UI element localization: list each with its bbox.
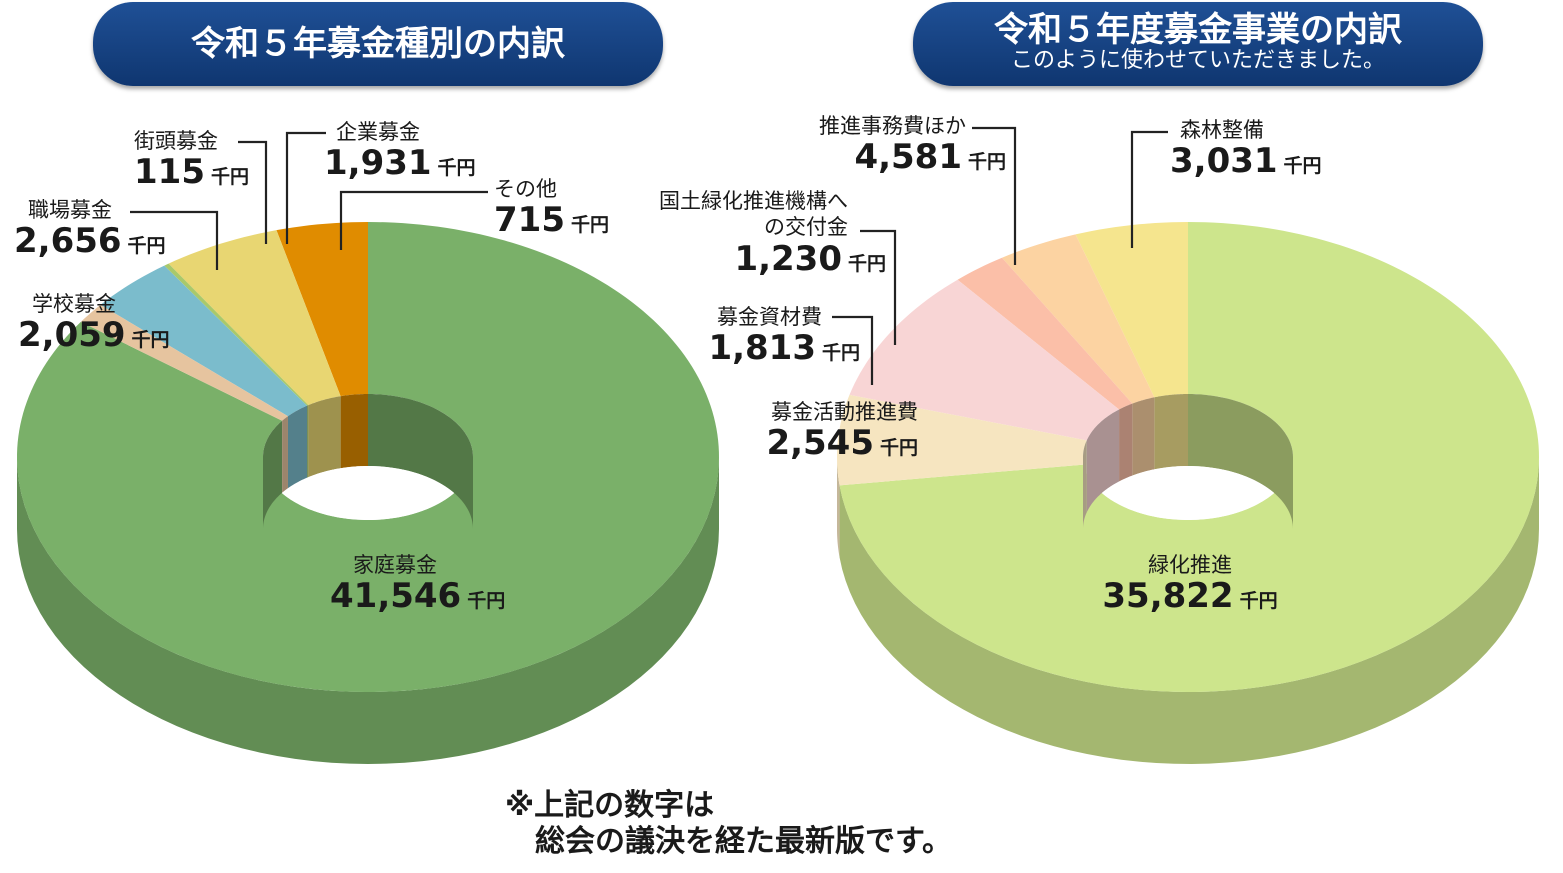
slice-label-katei: 家庭募金 41,546 千円	[330, 553, 505, 620]
leader-line-shinrin	[1130, 130, 1168, 248]
slice-label-kigyo: 企業募金 1,931 千円	[324, 120, 476, 187]
slice-unit: 千円	[210, 166, 249, 188]
slice-unit: 千円	[879, 437, 918, 459]
slice-unit: 千円	[1283, 155, 1322, 177]
leader-line-gaito	[238, 140, 268, 244]
slice-side-wall	[17, 457, 719, 764]
slice-label-katsudo: 募金活動推進費 2,545 千円	[740, 400, 918, 467]
slice-name: 国土緑化推進機構への交付金	[650, 188, 886, 240]
slice-name: 企業募金	[336, 120, 420, 144]
slice-街頭募金	[164, 263, 309, 406]
slice-value: 4,581	[854, 137, 962, 177]
slice-name: 緑化推進	[1148, 553, 1232, 577]
slice-緑化推進	[839, 222, 1539, 692]
leader-line-shokuba	[130, 210, 219, 270]
right-chart-title-banner: 令和５年度募金事業の内訳 このように使わせていただきました。	[913, 2, 1483, 86]
slice-募金活動推進費	[1075, 222, 1188, 398]
slice-inner-wall	[308, 396, 341, 478]
slice-inner-wall	[340, 394, 368, 469]
slice-unit: 千円	[437, 157, 476, 179]
slice-inner-wall	[263, 420, 283, 529]
slice-その他	[80, 304, 288, 421]
slice-企業募金	[100, 265, 308, 417]
slice-value: 1,230	[734, 239, 842, 279]
slice-side-wall	[837, 457, 840, 558]
slice-学校募金	[276, 222, 368, 397]
slice-side-wall	[839, 457, 1539, 764]
slice-国土緑化推進機構への交付金	[957, 257, 1133, 410]
slice-name: 推進事務費ほか	[819, 114, 966, 138]
slice-unit: 千円	[570, 214, 609, 236]
slice-label-jimuhi: 推進事務費ほか 4,581 千円	[790, 114, 1006, 181]
slice-value: 1,813	[708, 328, 816, 368]
slice-value: 2,059	[18, 315, 126, 355]
slice-inner-wall	[1188, 394, 1293, 529]
slice-name: 森林整備	[1180, 118, 1264, 142]
slice-unit: 千円	[967, 151, 1006, 173]
slice-inner-wall	[1086, 409, 1120, 513]
slice-label-ryokka: 緑化推進 35,822 千円	[1100, 553, 1280, 620]
leader-lines	[130, 126, 1168, 385]
right-chart-title: 令和５年度募金事業の内訳	[994, 10, 1402, 50]
slice-label-shinrin: 森林整備 3,031 千円	[1170, 118, 1322, 185]
footnote-line-1: ※上記の数字は	[505, 788, 715, 823]
leader-line-kigyo	[285, 131, 326, 244]
slice-森林整備	[837, 394, 1087, 486]
slice-inner-wall	[368, 394, 473, 529]
slice-職場募金	[168, 230, 341, 406]
slice-value: 115	[134, 152, 205, 192]
footnote: ※上記の数字は 総会の議決を経た最新版です。	[505, 788, 952, 860]
slice-募金資材費	[1001, 234, 1155, 404]
slice-value: 2,656	[14, 221, 122, 261]
slice-value: 3,031	[1170, 141, 1278, 181]
slice-inner-wall	[1132, 397, 1155, 476]
slice-value: 715	[494, 200, 565, 240]
slice-label-shokuba: 職場募金 2,656 千円	[14, 198, 166, 265]
donut-hole	[1083, 466, 1293, 520]
slice-label-shizai: 募金資材費 1,813 千円	[690, 305, 860, 372]
footnote-line-2: 総会の議決を経た最新版です。	[535, 824, 952, 859]
slice-name: その他	[494, 177, 557, 201]
slice-name: 街頭募金	[134, 129, 218, 153]
leader-line-koufukin	[860, 229, 897, 345]
slice-unit: 千円	[131, 329, 170, 351]
leader-line-shizai	[832, 315, 874, 385]
slice-label-gaito: 街頭募金 115 千円	[134, 129, 249, 196]
slice-家庭募金	[17, 222, 719, 692]
slice-inner-wall	[1154, 394, 1188, 470]
slice-unit: 千円	[821, 342, 860, 364]
slice-name: 家庭募金	[353, 553, 437, 577]
slice-name: 募金活動推進費	[771, 400, 918, 424]
left-chart-title-banner: 令和５年募金種別の内訳	[93, 2, 663, 86]
slice-name-text: 国土緑化推進機構への交付金	[659, 189, 848, 239]
slice-label-gakko: 学校募金 2,059 千円	[18, 292, 170, 359]
slice-unit: 千円	[1239, 590, 1278, 612]
slice-inner-wall	[1119, 403, 1133, 482]
leader-line-sonota	[339, 190, 488, 250]
left-donut-chart	[17, 222, 719, 764]
slice-label-sonota: その他 715 千円	[494, 177, 609, 244]
slice-name: 学校募金	[32, 292, 116, 316]
slice-unit: 千円	[127, 235, 166, 257]
slice-unit: 千円	[847, 253, 886, 275]
slice-推進事務費ほか	[849, 279, 1120, 441]
right-chart-subtitle: このように使わせていただきました。	[1010, 48, 1385, 73]
slice-value: 2,545	[766, 423, 874, 463]
slice-inner-wall	[282, 416, 288, 493]
slice-inner-wall	[307, 405, 309, 478]
slice-inner-wall	[287, 405, 308, 489]
slice-inner-wall	[1083, 440, 1087, 529]
slice-value: 1,931	[324, 143, 432, 183]
right-donut-chart	[837, 222, 1539, 764]
leader-line-jimuhi	[972, 126, 1017, 265]
slice-name: 募金資材費	[717, 305, 822, 329]
slice-label-koufukin: 国土緑化推進機構への交付金 1,230 千円	[650, 188, 886, 283]
slice-name: 職場募金	[28, 198, 112, 222]
donut-hole	[263, 466, 473, 520]
slice-unit: 千円	[467, 590, 506, 612]
left-chart-title: 令和５年募金種別の内訳	[191, 24, 565, 64]
slice-value: 41,546	[330, 576, 462, 616]
slice-value: 35,822	[1102, 576, 1234, 616]
